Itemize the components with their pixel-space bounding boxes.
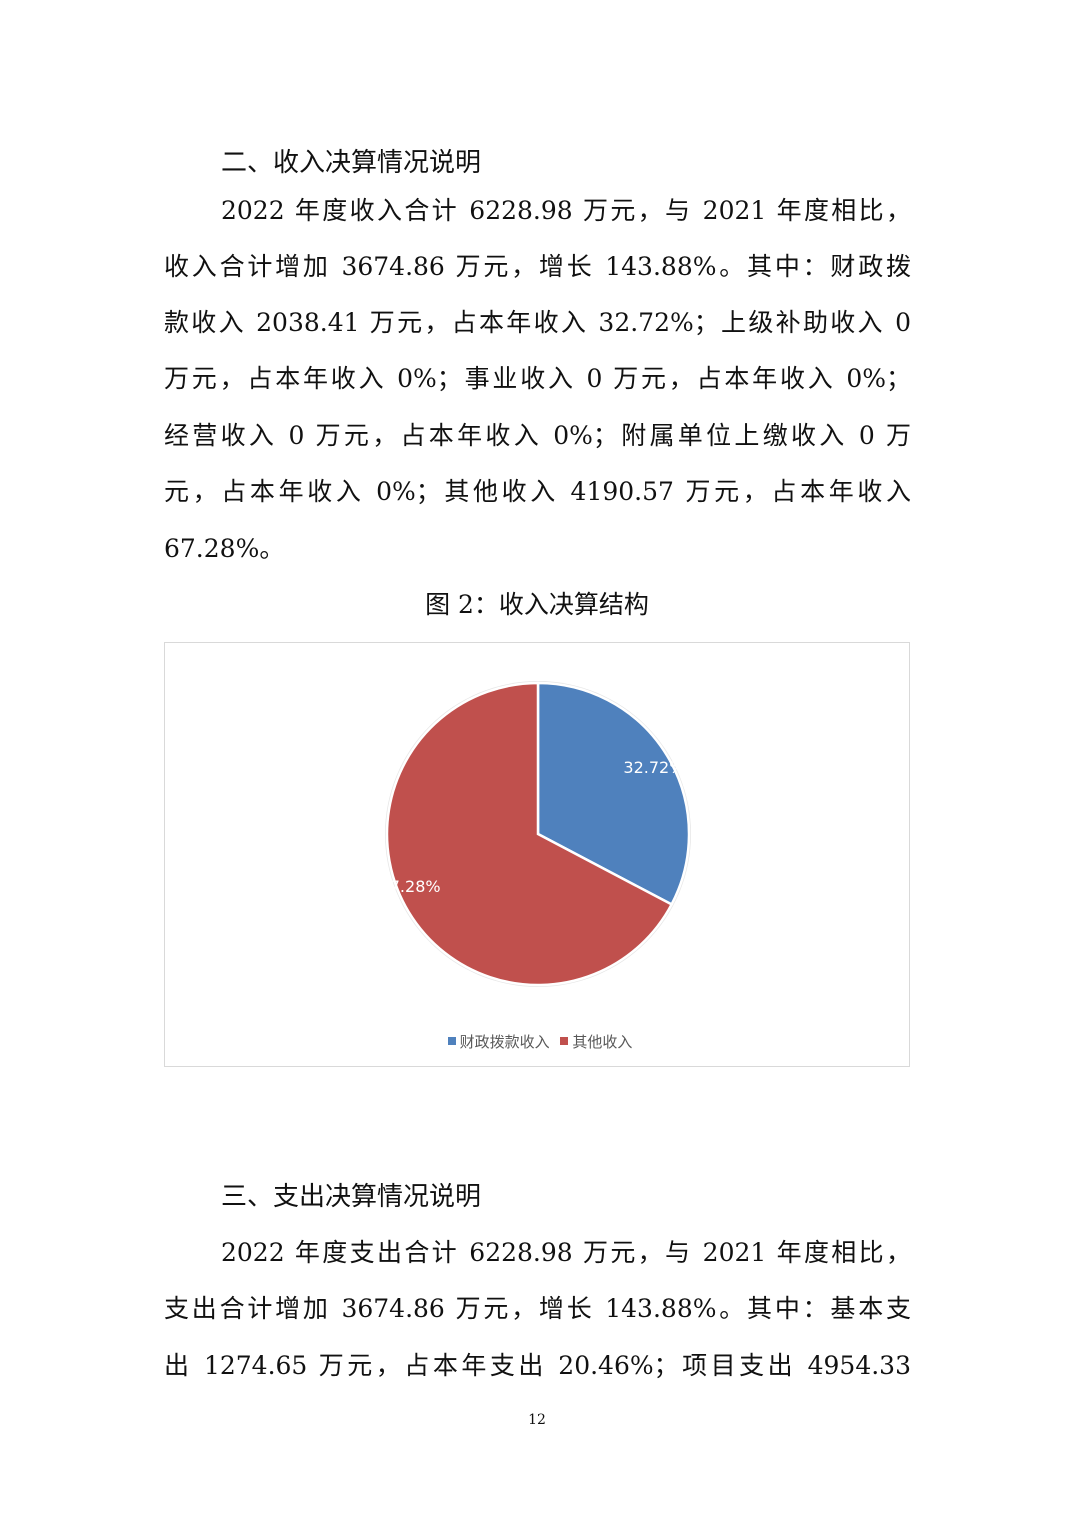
paragraph-line: 收入合计增加 3674.86 万元，增长 143.88%。其中：财政拨 (164, 252, 911, 281)
data-label-0: 32.72% (623, 758, 684, 777)
paragraph-line: 67.28%。 (164, 534, 285, 563)
legend: 财政拨款收入 其他收入 (165, 1031, 909, 1052)
section2-heading: 二、收入决算情况说明 (221, 148, 482, 178)
paragraph-line: 款收入 2038.41 万元，占本年收入 32.72%；上级补助收入 0 (164, 308, 911, 337)
paragraph-line: 2022 年度收入合计 6228.98 万元，与 2021 年度相比， (221, 196, 911, 225)
pie-slice-0 (536, 681, 691, 907)
data-label-1: 67.28% (380, 877, 441, 896)
paragraph-line: 经营收入 0 万元，占本年收入 0%；附属单位上缴收入 0 万 (164, 421, 911, 450)
legend-swatch-1 (560, 1037, 569, 1045)
paragraph-line: 元，占本年收入 0%；其他收入 4190.57 万元，占本年收入 (164, 477, 911, 506)
paragraph-line: 万元，占本年收入 0%；事业收入 0 万元，占本年收入 0%； (164, 364, 911, 393)
legend-swatch-0 (447, 1037, 456, 1045)
paragraph-line: 支出合计增加 3674.86 万元，增长 143.88%。其中：基本支 (164, 1294, 911, 1323)
paragraph-line: 2022 年度支出合计 6228.98 万元，与 2021 年度相比， (221, 1238, 911, 1267)
figure-caption: 图 2：收入决算结构 (425, 590, 649, 619)
page-number: 12 (528, 1412, 546, 1428)
pie-svg: 32.72% 67.28% (380, 681, 691, 987)
pie-chart: 32.72% 67.28% 财政拨款收入 其他收入 (164, 642, 910, 1067)
pie-slice-1 (385, 681, 674, 987)
paragraph-line: 出 1274.65 万元，占本年支出 20.46%；项目支出 4954.33 (164, 1351, 911, 1380)
legend-label-1: 其他收入 (572, 1033, 633, 1051)
section3-heading: 三、支出决算情况说明 (221, 1182, 482, 1212)
legend-label-0: 财政拨款收入 (459, 1033, 550, 1051)
